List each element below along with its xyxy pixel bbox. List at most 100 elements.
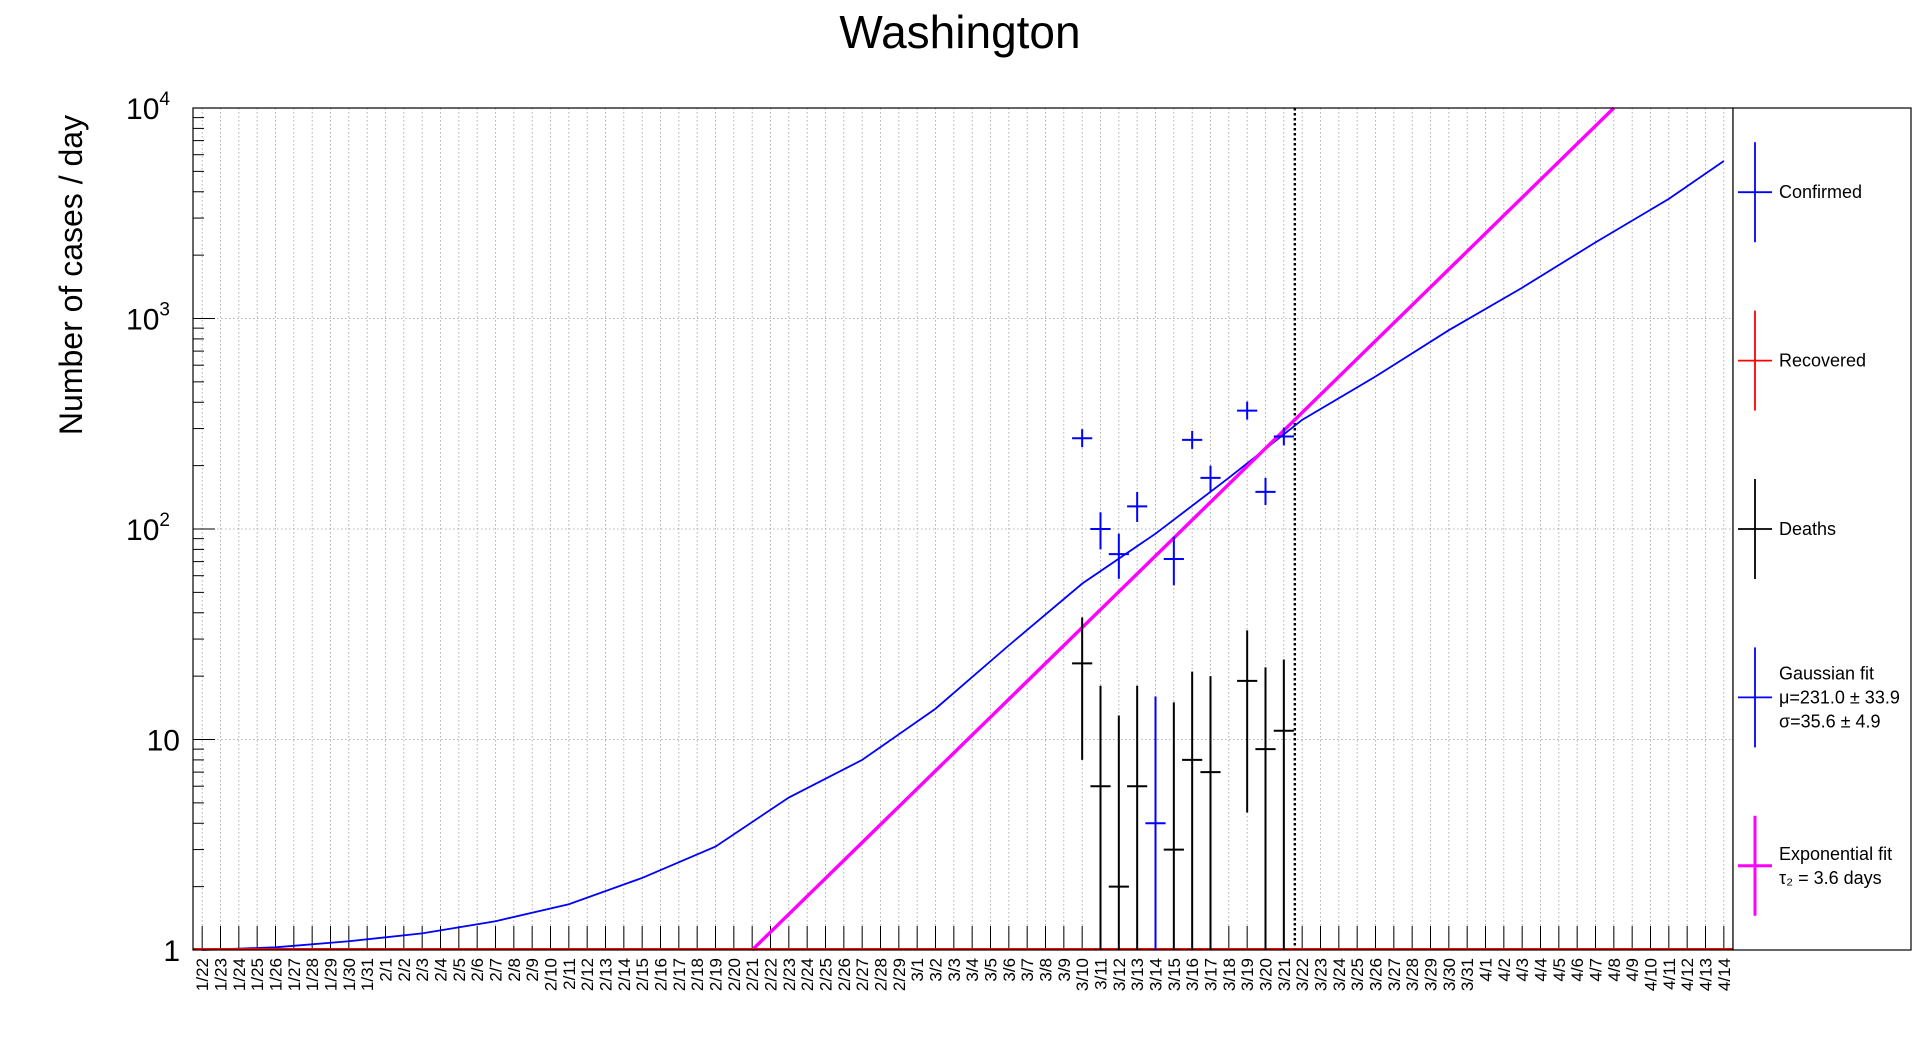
deaths-point bbox=[1200, 676, 1221, 950]
y-tick-label: 103 bbox=[126, 300, 170, 337]
x-tick-label: 4/6 bbox=[1568, 958, 1587, 982]
x-tick-label: 1/30 bbox=[340, 958, 359, 991]
x-tick-label: 3/3 bbox=[945, 958, 964, 982]
x-tick-label: 2/15 bbox=[633, 958, 652, 991]
x-tick-label: 2/2 bbox=[395, 958, 414, 982]
deaths-point bbox=[1182, 671, 1203, 950]
legend-label: Gaussian fit bbox=[1779, 663, 1874, 683]
y-tick-label: 104 bbox=[126, 89, 170, 126]
x-tick-label: 1/24 bbox=[230, 958, 249, 991]
x-tick-label: 2/24 bbox=[798, 958, 817, 991]
legend: Confirmed Recovered Deaths Gaussian fit μ=23… bbox=[1732, 107, 1912, 951]
y-tick-label: 10 bbox=[147, 725, 180, 758]
x-tick-label: 2/7 bbox=[487, 958, 506, 982]
x-tick-label: 2/20 bbox=[725, 958, 744, 991]
x-tick-label: 3/8 bbox=[1037, 958, 1056, 982]
x-tick-label: 4/2 bbox=[1495, 958, 1514, 982]
x-tick-label: 3/14 bbox=[1147, 958, 1166, 991]
x-tick-label: 3/27 bbox=[1385, 958, 1404, 991]
x-tick-label: 4/3 bbox=[1513, 958, 1532, 982]
confirmed-point bbox=[1182, 430, 1203, 449]
x-tick-label: 2/6 bbox=[468, 958, 487, 982]
x-tick-label: 3/21 bbox=[1275, 958, 1294, 991]
legend-item-deaths: Deaths bbox=[1738, 479, 1836, 579]
x-tick-label: 3/31 bbox=[1458, 958, 1477, 991]
x-tick-label: 2/22 bbox=[762, 958, 781, 991]
exponential-fit-line bbox=[750, 106, 1616, 952]
confirmed-point bbox=[1108, 533, 1129, 579]
confirmed-point bbox=[1072, 429, 1093, 448]
confirmed-point bbox=[1090, 512, 1111, 550]
x-tick-label: 2/16 bbox=[652, 958, 671, 991]
x-tick-label: 4/12 bbox=[1678, 958, 1697, 991]
legend-label: τ₂ = 3.6 days bbox=[1779, 868, 1882, 888]
deaths-point bbox=[1090, 685, 1111, 950]
confirmed-point bbox=[1200, 465, 1221, 492]
deaths-point bbox=[1273, 659, 1294, 950]
x-tick-label: 4/13 bbox=[1697, 958, 1716, 991]
x-tick-label: 3/28 bbox=[1403, 958, 1422, 991]
y-tick-label: 102 bbox=[126, 510, 170, 547]
x-tick-label: 1/23 bbox=[212, 958, 231, 991]
x-tick-label: 2/21 bbox=[743, 958, 762, 991]
x-tick-label: 3/30 bbox=[1440, 958, 1459, 991]
x-tick-label: 2/13 bbox=[597, 958, 616, 991]
confirmed-point bbox=[1273, 427, 1294, 446]
x-tick-label: 3/9 bbox=[1055, 958, 1074, 982]
deaths-point bbox=[1237, 630, 1258, 813]
x-tick-label: 4/8 bbox=[1605, 958, 1624, 982]
x-tick-label: 3/26 bbox=[1367, 958, 1386, 991]
x-tick-label: 2/19 bbox=[707, 958, 726, 991]
x-tick-label: 3/6 bbox=[1000, 958, 1019, 982]
deaths-point bbox=[1163, 702, 1184, 950]
x-tick-label: 2/10 bbox=[542, 958, 561, 991]
x-tick-label: 2/25 bbox=[817, 958, 836, 991]
x-tick-label: 2/17 bbox=[670, 958, 689, 991]
x-tick-label: 3/11 bbox=[1092, 958, 1111, 990]
x-tick-label: 3/1 bbox=[908, 958, 927, 982]
x-tick-label: 4/10 bbox=[1642, 958, 1661, 991]
legend-item-gaussian-fit: Gaussian fit μ=231.0 ± 33.9 σ=35.6 ± 4.9 bbox=[1738, 647, 1900, 748]
x-tick-label: 1/31 bbox=[358, 958, 377, 991]
legend-label: μ=231.0 ± 33.9 bbox=[1779, 687, 1900, 707]
x-tick-label: 2/9 bbox=[523, 958, 542, 982]
deaths-point bbox=[1072, 617, 1093, 760]
x-tick-label: 3/16 bbox=[1183, 958, 1202, 991]
x-tick-label: 1/27 bbox=[285, 958, 304, 991]
y-tick-label: 1 bbox=[163, 935, 180, 968]
x-tick-label: 3/25 bbox=[1348, 958, 1367, 991]
x-tick-label: 2/23 bbox=[780, 958, 799, 991]
x-tick-label: 4/1 bbox=[1477, 958, 1496, 982]
grid bbox=[193, 108, 1733, 950]
x-tick-label: 4/14 bbox=[1715, 958, 1734, 991]
legend-label: Confirmed bbox=[1779, 182, 1862, 202]
confirmed-point bbox=[1163, 536, 1184, 586]
x-tick-label: 2/8 bbox=[505, 958, 524, 982]
legend-label: σ=35.6 ± 4.9 bbox=[1779, 711, 1881, 731]
chart-title: Washington bbox=[839, 6, 1080, 58]
x-tick-label: 2/5 bbox=[450, 958, 469, 982]
x-tick-label: 1/28 bbox=[303, 958, 322, 991]
x-tick-label: 3/17 bbox=[1202, 958, 1221, 991]
x-tick-label: 3/10 bbox=[1073, 958, 1092, 991]
x-tick-label: 3/4 bbox=[963, 958, 982, 982]
x-tick-label: 2/27 bbox=[853, 958, 872, 991]
x-tick-label: 3/23 bbox=[1312, 958, 1331, 991]
x-tick-label: 2/29 bbox=[890, 958, 909, 991]
legend-item-confirmed: Confirmed bbox=[1738, 142, 1862, 243]
legend-label: Exponential fit bbox=[1779, 844, 1892, 864]
x-tick-label: 3/5 bbox=[982, 958, 1001, 982]
x-tick-label: 2/4 bbox=[432, 958, 451, 982]
x-tick-label: 2/3 bbox=[413, 958, 432, 982]
x-tick-label: 2/11 bbox=[560, 958, 579, 990]
legend-item-exponential-fit: Exponential fit τ₂ = 3.6 days bbox=[1738, 815, 1892, 916]
x-tick-label: 3/20 bbox=[1257, 958, 1276, 991]
data-points bbox=[1072, 401, 1294, 950]
gaussian-fit-curve bbox=[202, 160, 1725, 951]
x-tick-label: 4/11 bbox=[1660, 958, 1679, 990]
x-tick-label: 4/9 bbox=[1623, 958, 1642, 982]
x-tick-label: 3/15 bbox=[1165, 958, 1184, 991]
confirmed-point bbox=[1145, 696, 1166, 950]
y-axis-ticks: 1 10 102 103 104 bbox=[126, 89, 215, 968]
